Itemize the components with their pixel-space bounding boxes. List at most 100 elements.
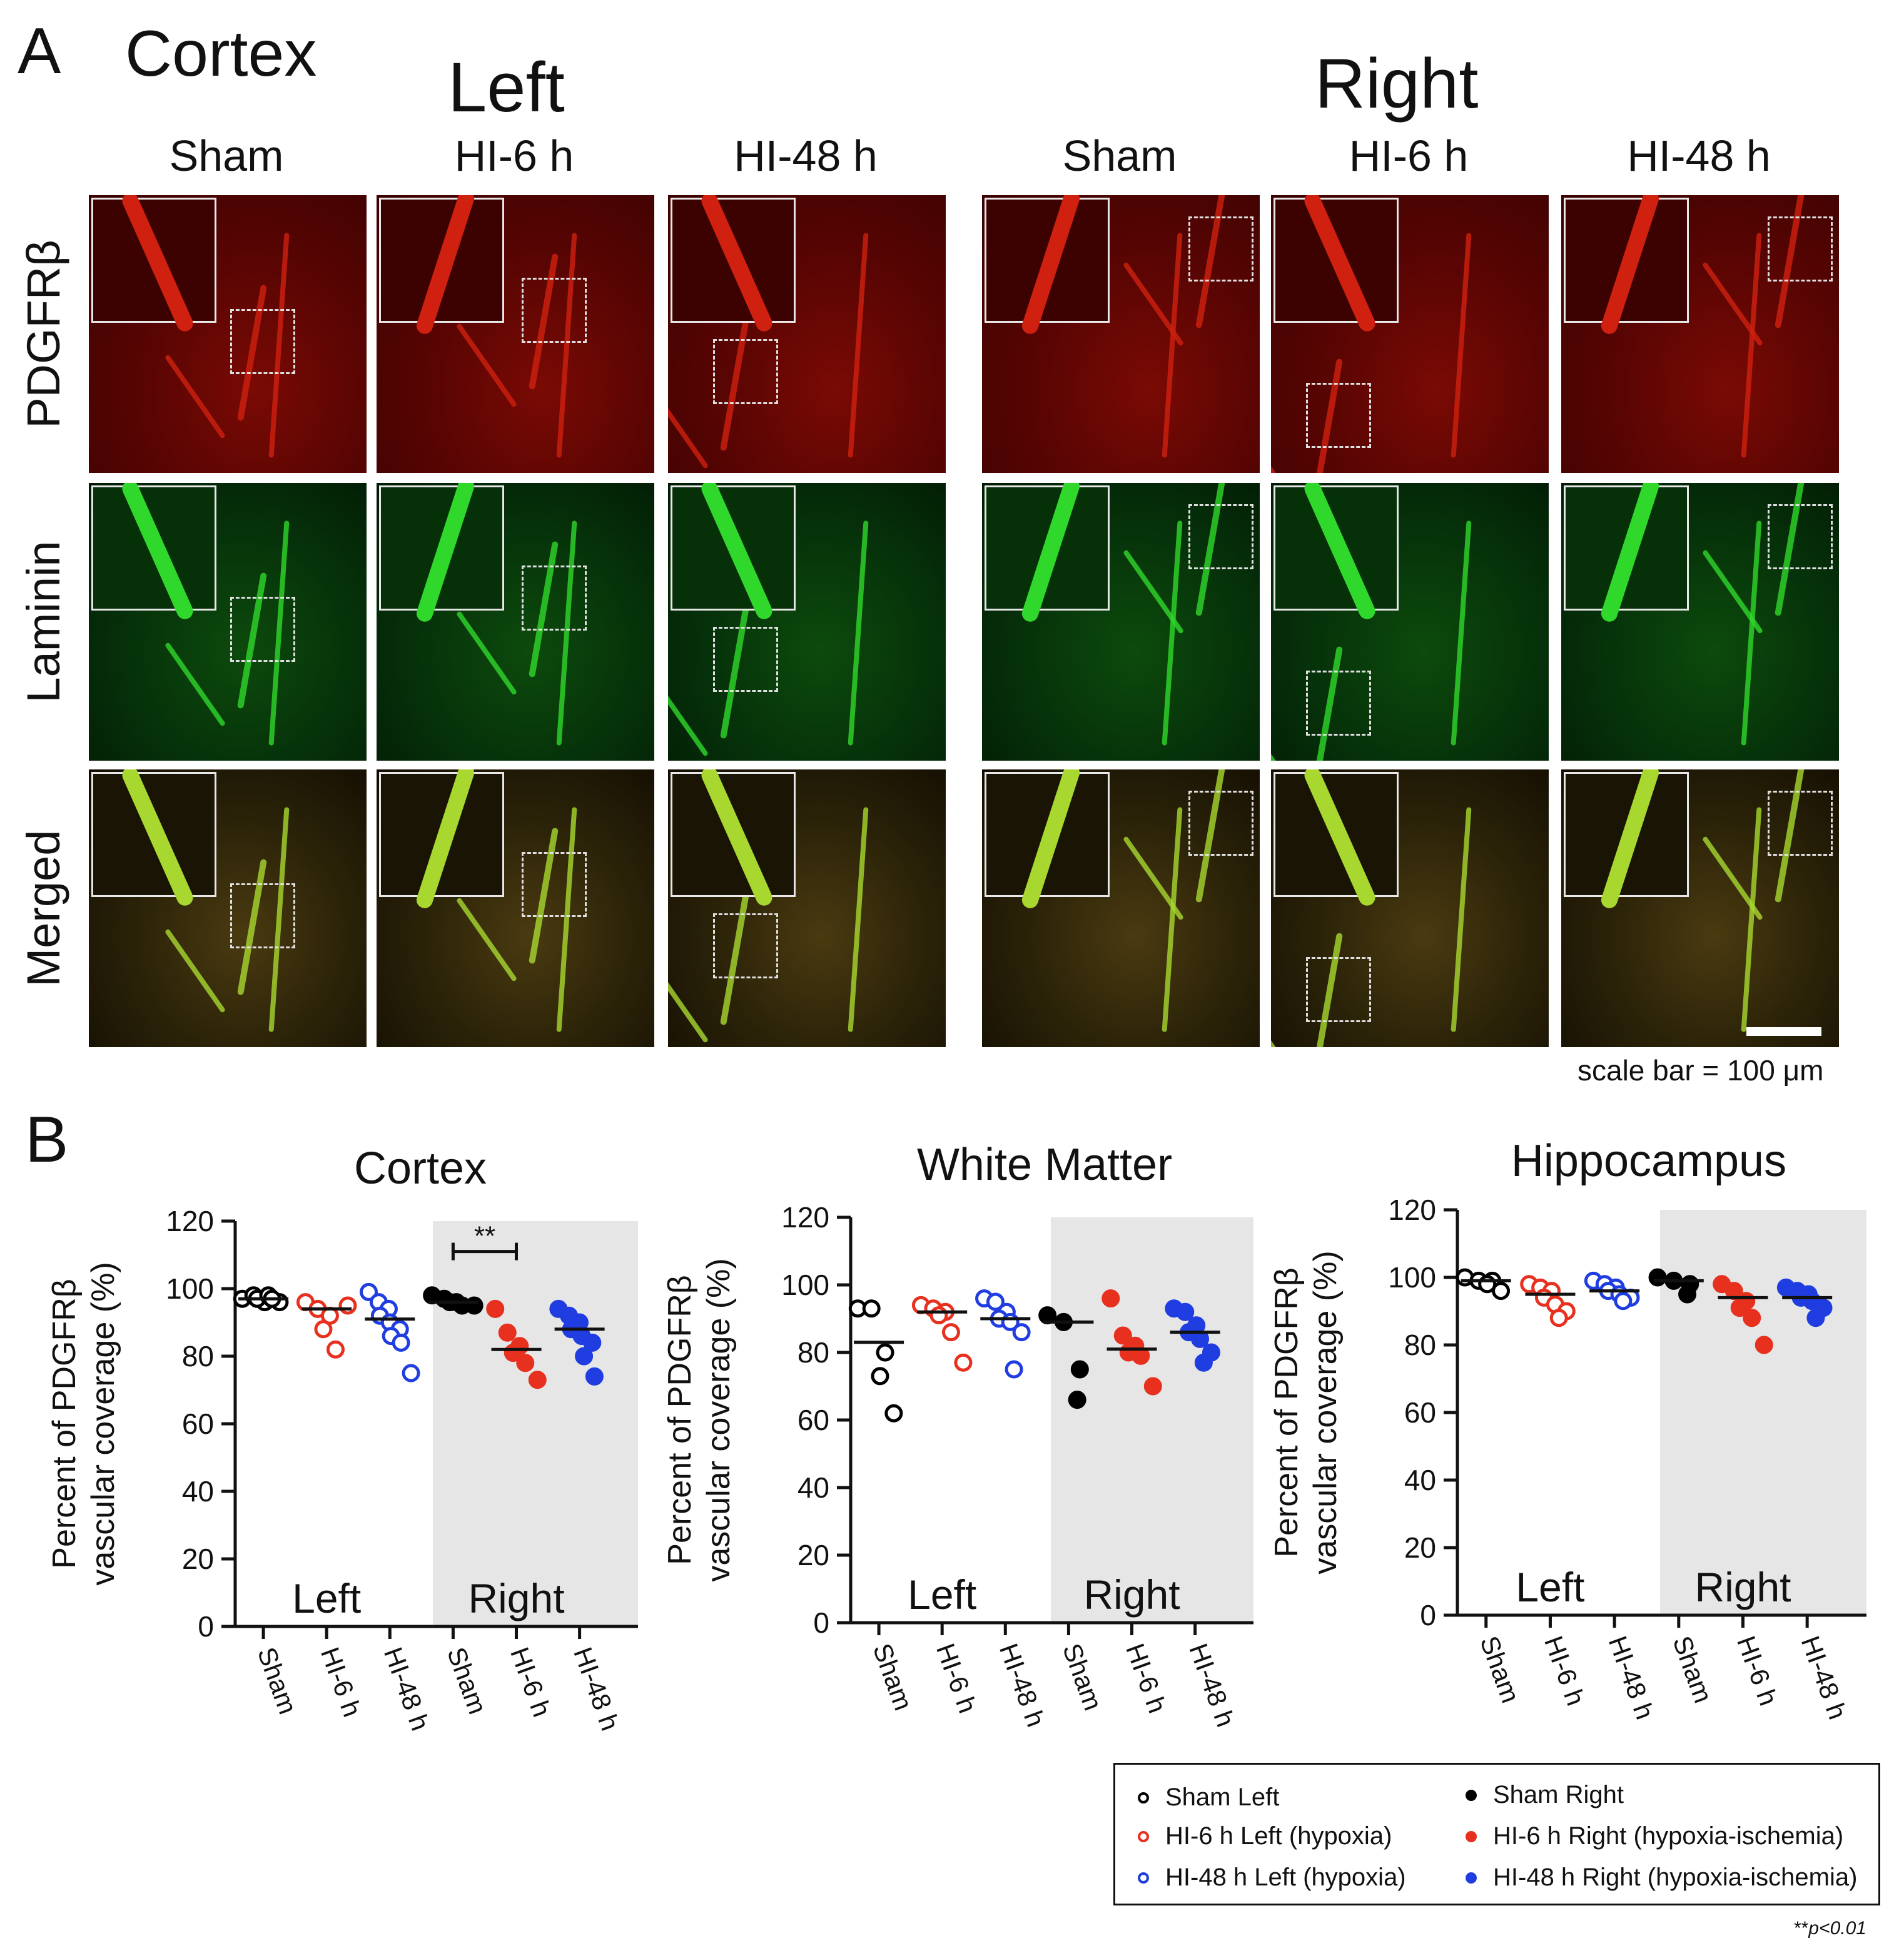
- legend-label: HI-6 h Left (hypoxia): [1165, 1822, 1392, 1850]
- x-tick-label: Sham: [868, 1640, 919, 1714]
- region-of-interest-box: [1188, 504, 1253, 569]
- y-axis-label-line1: Percent of PDGFRβ: [46, 1279, 83, 1568]
- data-point: [338, 1296, 357, 1315]
- data-point: [1492, 1282, 1511, 1301]
- x-tick-label: HI-6 h: [1731, 1632, 1783, 1710]
- y-axis-label-line2: vascular coverage (%): [85, 1262, 121, 1585]
- significance-stars: **: [474, 1221, 495, 1252]
- magnified-inset: [1274, 483, 1399, 622]
- group-hi-48-h-left: [360, 1282, 420, 1382]
- legend-item-hi-48-h-right-hypoxia-ischemia: HI-48 h Right (hypoxia-ischemia): [1466, 1864, 1857, 1892]
- data-point: [876, 1343, 894, 1362]
- panel-a-letter: A: [18, 15, 61, 88]
- data-point: [583, 1333, 602, 1352]
- region-of-interest-box: [230, 597, 295, 662]
- y-tick-label: 0: [198, 1610, 214, 1643]
- significance-footnote-text: p<0.01: [1808, 1918, 1866, 1939]
- x-tick-label: HI-48 h: [994, 1640, 1051, 1731]
- magnified-inset: [91, 195, 216, 334]
- magnified-inset: [985, 769, 1110, 911]
- data-point: [1113, 1326, 1132, 1345]
- group-hi-6-h-left: [296, 1293, 357, 1359]
- data-point: [402, 1364, 420, 1382]
- chart-title: White Matter: [917, 1140, 1172, 1190]
- x-tick-label: HI-48 h: [1183, 1640, 1240, 1731]
- data-point: [392, 1333, 410, 1352]
- group-hi-6-h-right: [1713, 1275, 1773, 1354]
- x-tick-label: HI-48 h: [1603, 1632, 1660, 1723]
- micrograph-red-col2: [377, 195, 654, 473]
- data-point: [486, 1299, 505, 1318]
- group-hi-48-h-right: [1165, 1299, 1220, 1372]
- magnified-inset: [379, 769, 504, 911]
- magnified-inset: [379, 483, 504, 624]
- micrograph-merged-col4: [982, 769, 1260, 1047]
- y-tick-label: 120: [1388, 1194, 1436, 1226]
- region-of-interest-box: [1306, 957, 1371, 1022]
- data-point: [516, 1354, 535, 1372]
- y-tick-label: 0: [1420, 1599, 1436, 1631]
- region-of-interest-box: [713, 627, 778, 692]
- micrograph-green-col1: [89, 483, 367, 761]
- data-point: [1005, 1360, 1023, 1379]
- group-hi-6-h-right: [486, 1299, 547, 1389]
- x-tick-label: HI-48 h: [1796, 1632, 1853, 1723]
- data-point: [1549, 1309, 1568, 1327]
- group-hi-48-h-left: [1584, 1271, 1640, 1311]
- x-tick-label: HI-6 h: [931, 1640, 983, 1717]
- data-point: [326, 1340, 345, 1359]
- y-tick-label: 100: [166, 1272, 214, 1305]
- y-tick-label: 100: [781, 1269, 829, 1301]
- side-label-right: Right: [468, 1575, 564, 1621]
- group-sham-left: [848, 1299, 904, 1423]
- group-sham-right: [1038, 1306, 1094, 1409]
- micrograph-green-col6: [1561, 483, 1839, 761]
- data-point: [498, 1323, 517, 1342]
- legend-label: HI-48 h Right (hypoxia-ischemia): [1493, 1864, 1858, 1891]
- data-point: [1101, 1289, 1120, 1308]
- magnified-inset: [1274, 769, 1399, 908]
- region-of-interest-box: [1768, 791, 1833, 856]
- y-tick-label: 80: [182, 1340, 214, 1372]
- data-point: [1012, 1323, 1031, 1342]
- left-hemisphere-title: Left: [448, 48, 565, 126]
- micrograph-green-col5: [1271, 483, 1549, 761]
- region-of-interest-box: [1768, 504, 1833, 569]
- micrograph-red-col5: [1271, 195, 1549, 473]
- data-point: [1730, 1299, 1749, 1317]
- magnified-inset: [1274, 195, 1399, 334]
- micrograph-red-col6: [1561, 195, 1839, 473]
- data-point: [1678, 1285, 1697, 1304]
- column-header-right-hi-6-h: HI-6 h: [1349, 131, 1469, 180]
- magnified-inset: [671, 195, 796, 334]
- data-point: [986, 1292, 1005, 1311]
- data-point: [929, 1306, 948, 1325]
- magnified-inset: [1564, 483, 1689, 624]
- y-tick-label: 40: [798, 1471, 829, 1504]
- group-hi-6-h-left: [911, 1296, 973, 1372]
- micrograph-green-col4: [982, 483, 1260, 761]
- column-header-right-sham: Sham: [1062, 131, 1177, 180]
- data-point: [314, 1320, 333, 1339]
- legend-label: Sham Left: [1165, 1783, 1280, 1811]
- side-label-right: Right: [1083, 1571, 1180, 1618]
- region-of-interest-box: [522, 852, 587, 917]
- right-hemisphere-title: Right: [1315, 44, 1479, 123]
- y-tick-label: 120: [166, 1205, 214, 1237]
- region-of-interest-box: [1188, 216, 1253, 282]
- region-of-interest-box: [1306, 383, 1371, 448]
- micrograph-red-col1: [89, 195, 367, 473]
- micrograph-merged-col6: [1561, 769, 1839, 1047]
- column-header-left-sham: Sham: [169, 131, 284, 180]
- x-tick-label: HI-6 h: [315, 1643, 367, 1721]
- scale-bar: [1746, 1027, 1821, 1036]
- magnified-inset: [91, 483, 216, 622]
- data-point: [1614, 1292, 1633, 1311]
- chart-title: Hippocampus: [1511, 1136, 1786, 1186]
- region-of-interest-box: [1188, 791, 1253, 856]
- magnified-inset: [671, 483, 796, 622]
- y-axis-label-line2: vascular coverage (%): [1307, 1250, 1344, 1574]
- data-point: [1194, 1353, 1213, 1372]
- y-tick-label: 60: [1404, 1396, 1436, 1429]
- y-axis-label-line2: vascular coverage (%): [701, 1258, 737, 1581]
